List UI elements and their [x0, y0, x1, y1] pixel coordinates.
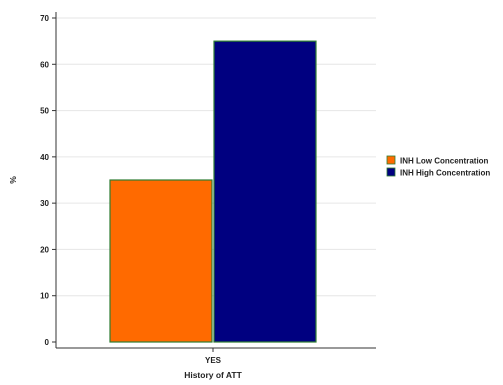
bars [109, 40, 317, 343]
y-tick-label: 40 [40, 153, 49, 162]
legend-swatch [386, 167, 396, 177]
y-tick-label: 70 [40, 14, 49, 23]
legend: INH Low Concentration INH High Concentrat… [386, 155, 490, 178]
bar-inh-high-concentration [213, 40, 317, 343]
axes [55, 12, 376, 349]
bar-inh-low-concentration [109, 179, 213, 343]
legend-label: INH Low Concentration [400, 157, 489, 166]
y-axis-label: % [8, 176, 18, 184]
x-tick-label: YES [205, 356, 222, 365]
x-ticks: YES [205, 348, 222, 365]
y-tick-label: 30 [40, 199, 49, 208]
y-tick-label: 60 [40, 60, 49, 69]
legend-swatch [386, 155, 396, 165]
y-tick-label: 10 [40, 292, 49, 301]
y-tick-label: 0 [45, 338, 50, 347]
x-axis-label: History of ATT [184, 370, 242, 380]
y-ticks: 0 10 20 30 40 50 60 70 [40, 14, 56, 347]
y-tick-label: 20 [40, 245, 49, 254]
legend-label: INH High Concentration [400, 169, 490, 178]
y-tick-label: 50 [40, 107, 49, 116]
